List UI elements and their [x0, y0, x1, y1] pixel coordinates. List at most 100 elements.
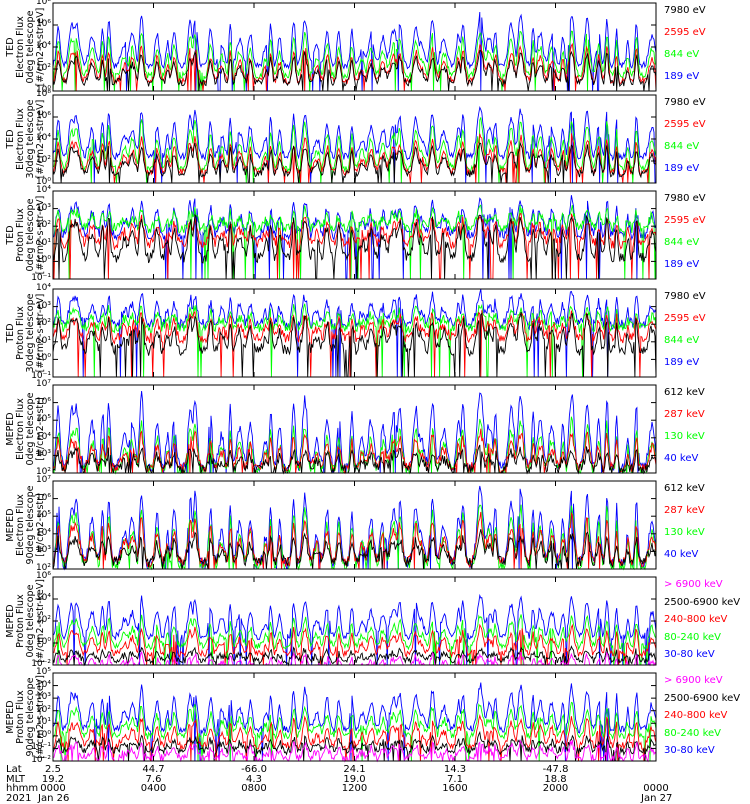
- y-axis-label-line: [#/cm2-s-str-eV]: [35, 195, 46, 275]
- y-tick-label: 10³: [35, 202, 51, 213]
- y-axis-label-line: [#/cm2-s-str-keV]: [35, 675, 46, 759]
- y-tick-label: 10⁻¹: [31, 742, 51, 753]
- y-tick-label: 10⁶: [35, 111, 51, 121]
- y-tick-label: 10³: [35, 449, 51, 460]
- x-tick-mlt: 7.1: [447, 773, 463, 785]
- panel-y-axis-label: MEPED Electron Flux 90deg telescope [#/cm2-…: [5, 481, 50, 569]
- panel-y-axis-label: TED Proton Flux 0deg telescope [#/cm2-s-str…: [5, 191, 50, 279]
- x-tick-date: Jan 27: [641, 792, 673, 804]
- y-tick-label: 10⁸: [35, 0, 51, 7]
- x-tick-hhmm: 0000: [643, 783, 669, 794]
- y-tick-label: 10⁻²: [31, 755, 51, 765]
- y-tick-label: 10⁶: [35, 571, 51, 581]
- y-tick-label: 10¹: [35, 335, 51, 346]
- legend-entry: 130 keV: [664, 431, 705, 442]
- y-tick-label: 10¹: [35, 237, 51, 248]
- panel-y-axis-label: TED Proton Flux 30deg telescope [#/cm2-s-st…: [5, 289, 50, 377]
- y-tick-label: 10⁻¹: [31, 273, 51, 283]
- x-tick-lat: -47.8: [542, 764, 569, 775]
- y-tick-label: 10⁻¹: [31, 371, 51, 381]
- y-tick-label: 10⁻²: [31, 659, 51, 669]
- y-tick-label: 10⁴: [35, 593, 51, 603]
- legend-entry: 189 eV: [664, 71, 700, 82]
- y-tick-label: 10⁰: [35, 353, 51, 364]
- legend-entry: 30-80 keV: [664, 745, 715, 757]
- y-tick-label: 10⁸: [35, 89, 51, 99]
- series-line-2500-6900-kev: [52, 645, 657, 667]
- y-tick-label: 10⁴: [35, 283, 51, 293]
- panel-1: [52, 2, 657, 92]
- series-line-189-ev: [52, 195, 657, 280]
- y-tick-label: 10⁷: [35, 475, 51, 485]
- legend-entry: 7980 eV: [664, 193, 706, 204]
- series-line-7980-ev: [52, 311, 657, 378]
- legend-entry: 189 eV: [664, 357, 700, 368]
- x-axis-row-label: Lat: [6, 764, 22, 775]
- x-tick-hhmm: 2000: [542, 783, 569, 794]
- y-tick-label: 10⁴: [35, 431, 51, 442]
- legend-entry: 844 eV: [664, 237, 700, 248]
- series-line-189-ev: [52, 11, 657, 92]
- legend-entry: 287 keV: [664, 409, 705, 420]
- legend-entry: 287 keV: [664, 505, 705, 516]
- series-line-844-ev: [52, 117, 657, 184]
- legend-entry: 189 eV: [664, 259, 700, 270]
- series-line-2500-6900-kev: [52, 730, 657, 762]
- x-tick-hhmm: 0800: [241, 783, 267, 794]
- panel-y-axis-label: MEPED Proton Flux 90deg telescope [#/cm2-s-…: [5, 673, 50, 761]
- legend-entry: 7980 eV: [664, 5, 706, 16]
- panel-8: [52, 672, 657, 763]
- legend-entry: 240-800 keV: [664, 710, 728, 722]
- series-line-844-ev: [52, 303, 657, 378]
- series-line-80-240-kev: [52, 701, 657, 762]
- legend-entry: 2595 eV: [664, 27, 706, 38]
- x-axis-row-label: MLT: [6, 773, 25, 785]
- x-tick-lat: 44.7: [142, 764, 165, 775]
- y-axis-label-line: [#/cm2-s-str-keV]: [35, 579, 46, 663]
- legend-entry: 7980 eV: [664, 97, 706, 108]
- y-tick-label: 10²: [35, 467, 51, 477]
- series-line-2595-ev: [52, 212, 657, 280]
- x-tick-hhmm: 0400: [140, 783, 167, 794]
- y-tick-label: 10⁰: [35, 637, 51, 647]
- y-tick-label: 10²: [35, 563, 51, 573]
- panel-y-axis-label: MEPED Proton Flux 0deg telescope [#/cm2-s-s…: [5, 577, 50, 665]
- legend-entry: 240-800 keV: [664, 614, 728, 626]
- y-tick-label: 10⁵: [35, 510, 51, 521]
- series-line-80-240-kev: [52, 614, 657, 666]
- x-tick-date: Jan 26: [38, 792, 70, 804]
- y-axis-label-line: [#/cm2-s-str-eV]: [35, 7, 46, 87]
- y-tick-label: 10²: [35, 615, 51, 625]
- legend-entry: 2595 eV: [664, 119, 706, 130]
- series-line-844-ev: [52, 30, 657, 92]
- y-tick-label: 10⁴: [35, 41, 51, 51]
- y-tick-label: 10⁶: [35, 396, 51, 407]
- legend-entry: 2500-6900 keV: [664, 692, 741, 704]
- series-line-30-80-kev: [52, 593, 657, 666]
- legend-entry: 189 eV: [664, 163, 700, 174]
- x-tick-mlt: 18.8: [544, 773, 567, 785]
- y-tick-label: 10⁶: [35, 492, 51, 503]
- legend-entry: 40 keV: [664, 549, 699, 560]
- y-tick-label: 10²: [35, 318, 51, 329]
- series-line-612-kev: [52, 529, 657, 570]
- x-axis-row-label: 2021: [6, 792, 32, 804]
- series-line-844-ev: [53, 204, 657, 280]
- legend-entry: > 6900 keV: [664, 579, 723, 590]
- legend-entry: 40 keV: [664, 453, 699, 464]
- legend-entry: 844 eV: [664, 335, 700, 346]
- y-tick-label: 10²: [35, 63, 51, 73]
- legend-entry: 2595 eV: [664, 313, 706, 324]
- y-tick-label: 10⁴: [35, 133, 51, 143]
- y-tick-label: 10⁵: [35, 414, 51, 425]
- y-tick-label: 10³: [35, 545, 51, 556]
- x-tick-hhmm: 1600: [442, 783, 468, 794]
- x-tick-lat: 2.5: [45, 764, 61, 775]
- y-tick-label: 10⁴: [35, 679, 51, 690]
- series-line-2595-ev: [52, 310, 657, 378]
- y-tick-label: 10²: [35, 220, 51, 231]
- y-tick-label: 10⁰: [35, 729, 51, 740]
- legend-entry: 844 eV: [664, 49, 700, 60]
- x-tick-mlt: 7.6: [145, 773, 162, 785]
